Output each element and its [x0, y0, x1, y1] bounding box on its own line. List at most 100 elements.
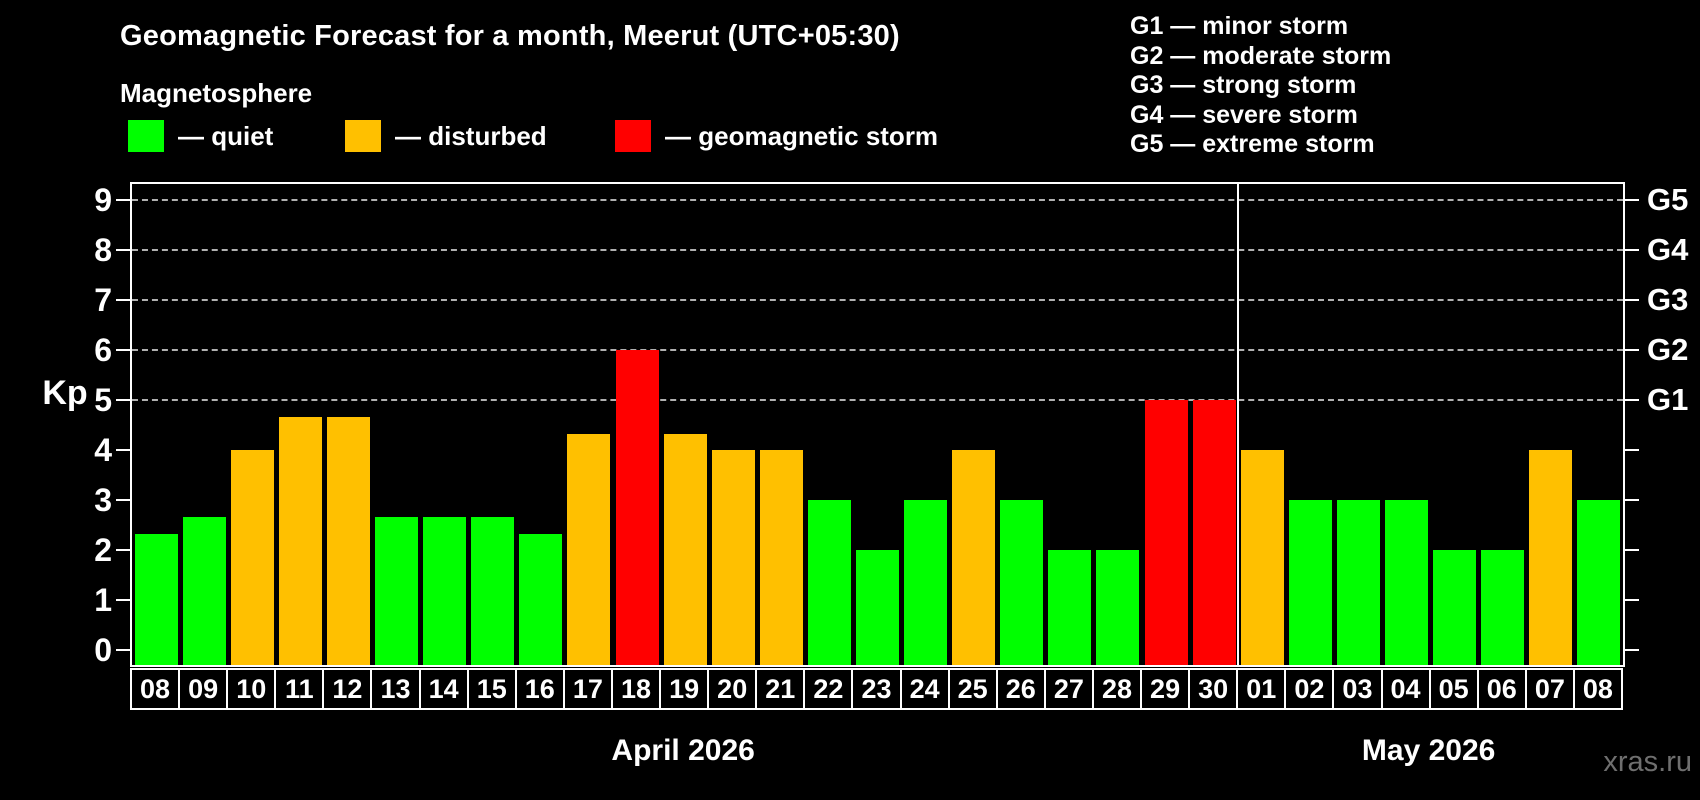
- g-label-G4: G4: [1647, 232, 1689, 267]
- day-label-april-10: 10: [226, 668, 277, 710]
- g4-legend-line: G4 — severe storm: [1130, 100, 1358, 129]
- day-label-may-03: 03: [1332, 668, 1383, 710]
- day-label-april-13: 13: [370, 668, 421, 710]
- day-label-may-02: 02: [1284, 668, 1335, 710]
- kp-bar-april-28: [1096, 550, 1140, 665]
- month-label-may: May 2026: [1361, 734, 1496, 767]
- kp-bar-may-05: [1433, 550, 1477, 665]
- g5-legend-line: G5 — extreme storm: [1130, 130, 1375, 158]
- kp-bar-may-04: [1385, 500, 1429, 665]
- gridline-kp-8: [132, 249, 1623, 251]
- g2-legend-line: G2 — moderate storm: [1130, 41, 1392, 70]
- gridline-kp-7: [132, 299, 1623, 301]
- day-label-may-06: 06: [1476, 668, 1527, 710]
- y-tick-label-3: 3: [94, 482, 112, 518]
- y-tick-1: [116, 599, 130, 601]
- kp-bar-april-20: [711, 450, 755, 665]
- kp-bar-april-29: [1144, 400, 1188, 665]
- day-label-april-08: 08: [130, 668, 181, 710]
- quiet-color-swatch: [128, 120, 164, 152]
- month-separator-line: [1237, 184, 1240, 665]
- y-tick-6: [116, 349, 130, 351]
- y-tick-9: [116, 199, 130, 201]
- right-tick-2: [1625, 549, 1639, 551]
- g-label-G5: G5: [1647, 182, 1689, 217]
- day-label-april-27: 27: [1043, 668, 1094, 710]
- day-label-april-14: 14: [418, 668, 469, 710]
- day-label-april-26: 26: [995, 668, 1046, 710]
- g3-legend-line: G3 — strong storm: [1130, 71, 1357, 99]
- right-tick-7: [1625, 299, 1639, 301]
- right-tick-0: [1625, 649, 1639, 651]
- day-label-april-28: 28: [1091, 668, 1143, 710]
- y-tick-label-5: 5: [94, 382, 112, 418]
- legend-item-quiet: — quiet: [128, 120, 273, 152]
- kp-bar-may-06: [1481, 550, 1525, 665]
- kp-bar-may-07: [1529, 450, 1573, 665]
- right-tick-4: [1625, 449, 1639, 451]
- kp-bar-april-23: [856, 550, 899, 665]
- y-tick-8: [116, 249, 130, 251]
- day-label-april-22: 22: [803, 668, 854, 710]
- quiet-label: — quiet: [178, 120, 274, 151]
- right-tick-8: [1625, 249, 1639, 251]
- g-label-G1: G1: [1647, 382, 1689, 417]
- kp-bar-may-01: [1240, 450, 1284, 665]
- day-label-april-15: 15: [466, 668, 517, 710]
- chart-title: Geomagnetic Forecast for a month, Meerut…: [120, 20, 900, 52]
- kp-bar-april-13: [375, 516, 419, 665]
- y-tick-label-8: 8: [94, 232, 112, 268]
- plot-area: [130, 182, 1625, 667]
- kp-bar-april-14: [423, 516, 467, 665]
- kp-bar-april-21: [759, 450, 803, 665]
- legend-item-disturbed: — disturbed: [345, 120, 547, 152]
- day-label-april-30: 30: [1188, 668, 1239, 710]
- xras-watermark: xras.ru: [1603, 746, 1692, 778]
- y-tick-label-4: 4: [94, 432, 112, 468]
- kp-bar-april-22: [807, 500, 851, 665]
- y-tick-5: [116, 399, 130, 401]
- disturbed-color-swatch: [345, 120, 381, 152]
- gridline-kp-5: [132, 399, 1623, 401]
- g-label-G3: G3: [1647, 282, 1689, 317]
- storm-color-swatch: [615, 120, 651, 152]
- day-label-april-11: 11: [274, 668, 325, 710]
- day-label-april-20: 20: [707, 668, 758, 710]
- day-label-april-25: 25: [947, 668, 998, 710]
- y-tick-label-9: 9: [94, 182, 112, 218]
- y-tick-label-0: 0: [94, 632, 112, 668]
- disturbed-label: — disturbed: [395, 120, 547, 151]
- day-label-may-07: 07: [1524, 668, 1575, 710]
- gridline-kp-6: [132, 349, 1623, 351]
- legend-item-storm: — geomagnetic storm: [615, 120, 938, 152]
- month-label-april: April 2026: [611, 734, 755, 767]
- day-label-april-18: 18: [610, 668, 662, 710]
- y-tick-2: [116, 549, 130, 551]
- day-label-may-05: 05: [1428, 668, 1479, 710]
- kp-bar-april-09: [182, 516, 226, 665]
- y-tick-label-6: 6: [94, 332, 112, 368]
- day-label-may-01: 01: [1236, 668, 1287, 710]
- kp-bar-april-08: [134, 533, 178, 665]
- y-tick-0: [116, 649, 130, 651]
- y-tick-3: [116, 499, 130, 501]
- day-label-april-09: 09: [178, 668, 229, 710]
- y-tick-4: [116, 449, 130, 451]
- right-tick-6: [1625, 349, 1639, 351]
- g-label-G2: G2: [1647, 332, 1689, 367]
- kp-bar-april-30: [1192, 400, 1236, 665]
- day-label-april-19: 19: [659, 668, 710, 710]
- magnetosphere-label: Magnetosphere: [120, 78, 313, 108]
- g1-legend-line: G1 — minor storm: [1130, 12, 1349, 40]
- right-tick-3: [1625, 499, 1639, 501]
- day-label-april-17: 17: [562, 668, 613, 710]
- kp-bar-april-15: [471, 516, 515, 665]
- right-tick-9: [1625, 199, 1639, 201]
- kp-bar-april-12: [326, 416, 370, 665]
- kp-axis-label: Kp: [42, 374, 88, 412]
- y-tick-label-7: 7: [94, 282, 112, 318]
- day-label-april-23: 23: [851, 668, 902, 710]
- kp-bar-april-10: [230, 450, 274, 665]
- day-label-april-12: 12: [322, 668, 373, 710]
